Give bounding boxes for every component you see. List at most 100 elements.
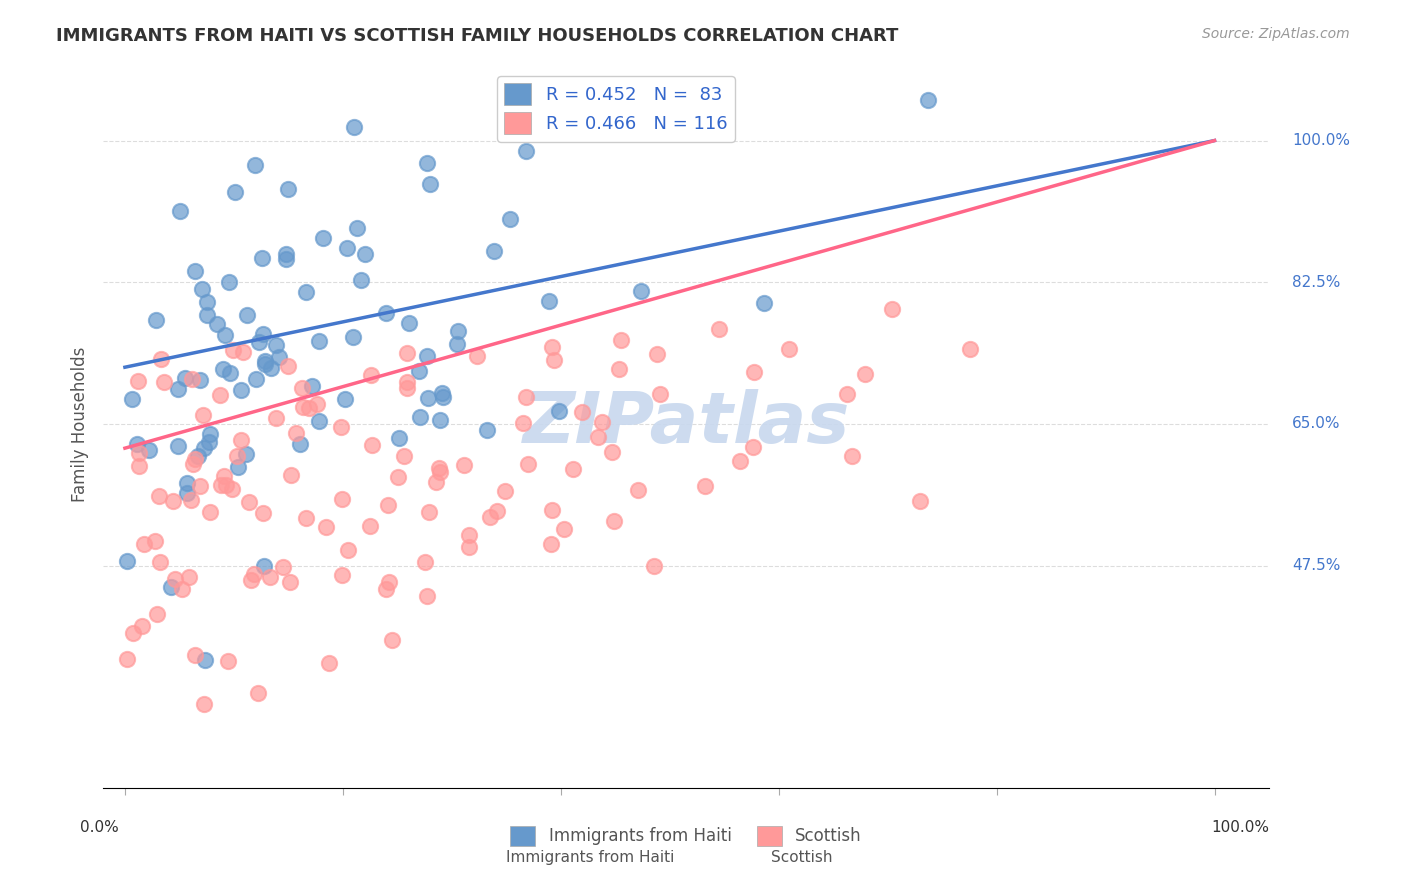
Point [134, 537, 156, 551]
Point [333, 392, 356, 406]
Point [308, 414, 330, 428]
Point [305, 397, 328, 411]
Point [247, 686, 270, 700]
Point [252, 507, 274, 521]
Point [267, 350, 290, 364]
Point [240, 573, 263, 587]
Point [447, 324, 470, 338]
Point [607, 362, 630, 376]
Point [416, 349, 439, 363]
Point [294, 510, 316, 524]
Point [271, 559, 294, 574]
Point [387, 470, 409, 484]
Point [291, 400, 314, 414]
Point [418, 391, 440, 405]
Point [174, 371, 197, 385]
Point [159, 580, 181, 594]
Point [841, 450, 863, 464]
Point [600, 444, 623, 458]
Point [547, 404, 569, 418]
Point [198, 427, 221, 442]
Point [298, 401, 321, 415]
Point [221, 482, 243, 496]
Point [479, 510, 502, 524]
Point [342, 120, 364, 134]
Point [728, 454, 751, 468]
Point [908, 494, 931, 508]
Point [346, 221, 368, 235]
Point [318, 657, 340, 671]
Point [149, 555, 172, 569]
Point [188, 373, 211, 387]
Point [485, 504, 508, 518]
Point [226, 459, 249, 474]
Point [330, 491, 353, 506]
Point [121, 392, 143, 406]
Point [555, 93, 578, 107]
Point [835, 387, 858, 401]
Point [250, 251, 273, 265]
Point [253, 559, 276, 574]
Point [177, 570, 200, 584]
Point [350, 272, 373, 286]
Text: 82.5%: 82.5% [1292, 275, 1341, 290]
Point [128, 458, 150, 473]
Point [330, 419, 353, 434]
Point [219, 366, 242, 380]
Point [360, 368, 382, 383]
Point [330, 568, 353, 582]
Point [215, 478, 238, 492]
Point [562, 462, 585, 476]
Point [229, 433, 252, 447]
Point [167, 382, 190, 396]
Point [232, 345, 254, 359]
Point [392, 450, 415, 464]
Point [395, 375, 418, 389]
Point [280, 467, 302, 482]
Point [193, 697, 215, 711]
Point [214, 327, 236, 342]
Point [359, 519, 381, 533]
Point [586, 430, 609, 444]
Text: 47.5%: 47.5% [1292, 558, 1341, 573]
Point [301, 379, 323, 393]
Point [127, 437, 149, 451]
Point [342, 329, 364, 343]
Point [416, 590, 439, 604]
Point [149, 351, 172, 366]
Point [494, 484, 516, 499]
Point [217, 654, 239, 668]
Point [315, 520, 337, 534]
Point [388, 431, 411, 445]
Point [381, 632, 404, 647]
Point [184, 264, 207, 278]
Point [264, 411, 287, 425]
Point [131, 619, 153, 633]
Point [416, 155, 439, 169]
Point [465, 349, 488, 363]
Point [190, 282, 212, 296]
Point [540, 537, 562, 551]
Point [243, 566, 266, 581]
Point [377, 575, 399, 590]
Point [195, 308, 218, 322]
Point [198, 505, 221, 519]
Point [917, 93, 939, 107]
Point [278, 574, 301, 589]
Point [229, 383, 252, 397]
Point [180, 492, 202, 507]
Point [259, 569, 281, 583]
Legend: R = 0.452   N =  83, R = 0.466   N = 116: R = 0.452 N = 83, R = 0.466 N = 116 [496, 76, 734, 142]
Point [553, 522, 575, 536]
Point [187, 449, 209, 463]
Point [512, 416, 534, 430]
Point [602, 514, 624, 528]
Point [591, 415, 613, 429]
Point [427, 461, 450, 475]
Point [260, 361, 283, 376]
Point [193, 441, 215, 455]
Point [218, 275, 240, 289]
Point [707, 322, 730, 336]
Point [609, 333, 631, 347]
Point [458, 540, 481, 554]
